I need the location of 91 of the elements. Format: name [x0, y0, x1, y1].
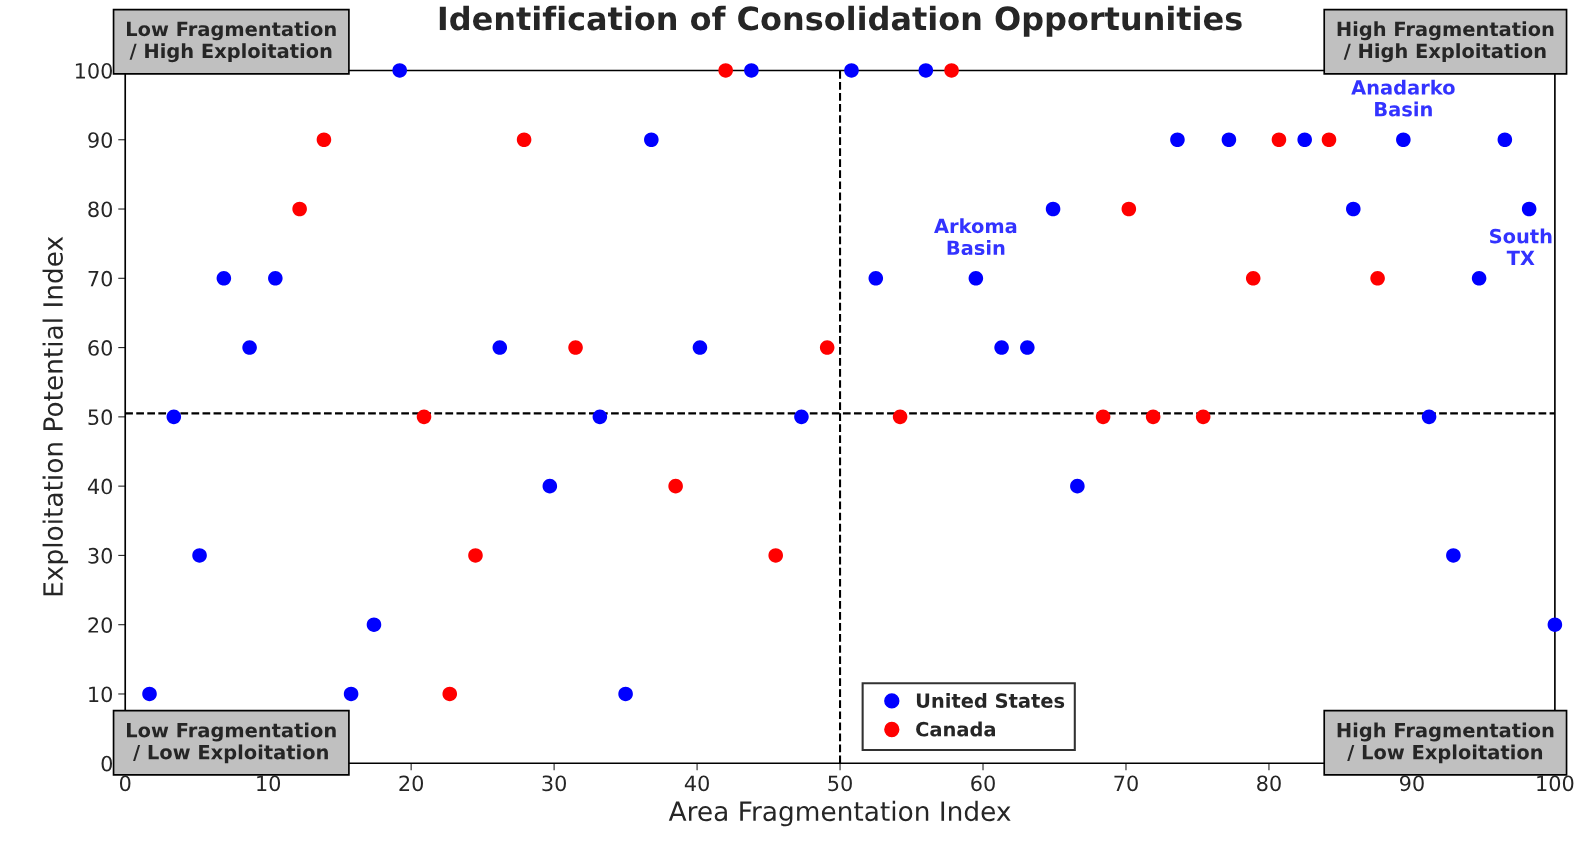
- x-tick-label: 60: [971, 775, 995, 792]
- point: [944, 63, 959, 78]
- x-tick-label: 90: [1399, 775, 1424, 792]
- legend-label: Canada: [916, 721, 996, 737]
- x-tick-label: 20: [399, 775, 424, 792]
- point: [618, 686, 633, 702]
- point: [392, 63, 407, 78]
- point: [1195, 409, 1211, 425]
- y-tick-label: 50: [88, 409, 113, 426]
- point: [1170, 132, 1185, 148]
- point: [744, 63, 759, 78]
- point: [1471, 271, 1487, 286]
- point: [192, 548, 207, 563]
- x-tick-label: 100: [1537, 775, 1574, 792]
- point: [768, 548, 783, 563]
- point: [1070, 478, 1085, 494]
- point: [1321, 132, 1337, 148]
- point: [492, 340, 508, 355]
- point: [1497, 132, 1513, 148]
- text: High Fragmentation / High Exploitation: [1337, 21, 1554, 63]
- annotation: South TX: [1490, 228, 1552, 266]
- annotation: Arkoma Basin: [934, 218, 1017, 256]
- legend-label: United States: [916, 692, 1065, 709]
- point: [918, 63, 934, 78]
- point: [366, 617, 382, 632]
- point: [292, 201, 307, 217]
- point: [1045, 201, 1061, 217]
- y-tick-label: 90: [88, 132, 113, 148]
- point: [442, 686, 458, 702]
- point: [844, 63, 859, 78]
- point: [1095, 409, 1111, 425]
- y-tick-label: 10: [89, 686, 113, 703]
- point: [343, 686, 359, 702]
- point: [1346, 201, 1361, 217]
- point: [1271, 132, 1287, 148]
- point: [1521, 201, 1537, 217]
- point: [1446, 548, 1461, 563]
- x-tick-label: 40: [684, 775, 709, 792]
- y-tick-label: 70: [88, 270, 113, 287]
- point: [216, 271, 232, 286]
- point: [166, 409, 182, 425]
- point: [1370, 271, 1385, 286]
- text: Low Fragmentation / High Exploitation: [127, 21, 336, 63]
- point: [542, 478, 558, 494]
- point: [668, 478, 683, 494]
- y-axis-title: Exploitation Potential Index: [42, 236, 69, 596]
- point: [819, 340, 835, 355]
- point: [644, 132, 659, 148]
- point: [416, 409, 432, 425]
- point: [242, 340, 257, 355]
- point: [142, 686, 157, 702]
- y-tick-label: 40: [87, 478, 113, 495]
- y-tick-label: 30: [88, 547, 113, 564]
- point: [794, 409, 809, 425]
- point: [316, 132, 332, 148]
- y-tick-label: 0: [101, 755, 113, 772]
- annotation: Anadarko Basin: [1351, 79, 1455, 117]
- y-tick-label: 100: [75, 62, 113, 79]
- point: [968, 271, 984, 286]
- point: [1547, 617, 1563, 632]
- annotation: Low Fragmentation / Low Exploitation: [127, 722, 336, 764]
- point: [1020, 340, 1035, 355]
- point: [868, 271, 884, 286]
- point: [568, 340, 583, 355]
- x-tick-label: 30: [542, 775, 566, 792]
- x-tick-label: 70: [1114, 775, 1138, 792]
- point: [592, 409, 608, 425]
- point: [1245, 271, 1261, 286]
- point: [1145, 409, 1161, 425]
- point: [718, 63, 733, 78]
- point: [994, 340, 1009, 355]
- point: [1297, 132, 1312, 148]
- point: [468, 548, 483, 563]
- point: [1221, 132, 1237, 148]
- annotation: High Fragmentation / Low Exploitation: [1337, 722, 1554, 764]
- y-tick-label: 60: [88, 340, 113, 356]
- x-tick-label: 80: [1257, 775, 1281, 792]
- chart-title: Identification of Consolidation Opportunities: [439, 5, 1242, 37]
- point: [1421, 409, 1437, 425]
- x-tick-label: 10: [257, 775, 281, 792]
- point: [516, 132, 532, 148]
- x-tick-label: 50: [828, 775, 852, 792]
- x-tick-label: 0: [119, 775, 131, 792]
- point: [892, 409, 908, 425]
- point: [692, 340, 708, 355]
- point: [1121, 201, 1137, 217]
- x-axis-title: Area Fragmentation Index: [668, 800, 1011, 827]
- y-tick-label: 20: [88, 617, 113, 633]
- point: [1396, 132, 1411, 148]
- y-tick-label: 80: [88, 201, 113, 218]
- point: [268, 271, 283, 286]
